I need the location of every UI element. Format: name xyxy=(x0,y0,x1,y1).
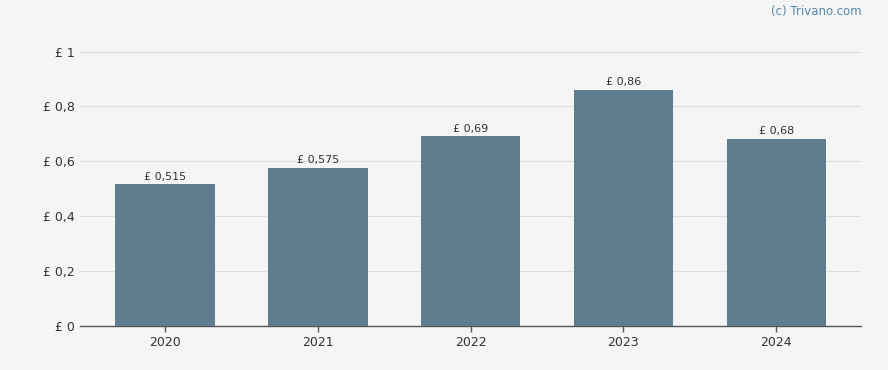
Bar xyxy=(268,168,368,326)
Text: £ 0,68: £ 0,68 xyxy=(758,127,794,137)
Text: £ 0,515: £ 0,515 xyxy=(144,172,186,182)
Text: (c) Trivano.com: (c) Trivano.com xyxy=(771,5,861,18)
Bar xyxy=(574,90,673,326)
Bar xyxy=(726,139,826,326)
Text: £ 0,69: £ 0,69 xyxy=(453,124,488,134)
Bar xyxy=(421,137,520,326)
Bar xyxy=(115,185,215,326)
Text: £ 0,86: £ 0,86 xyxy=(606,77,641,87)
Text: £ 0,575: £ 0,575 xyxy=(297,155,339,165)
